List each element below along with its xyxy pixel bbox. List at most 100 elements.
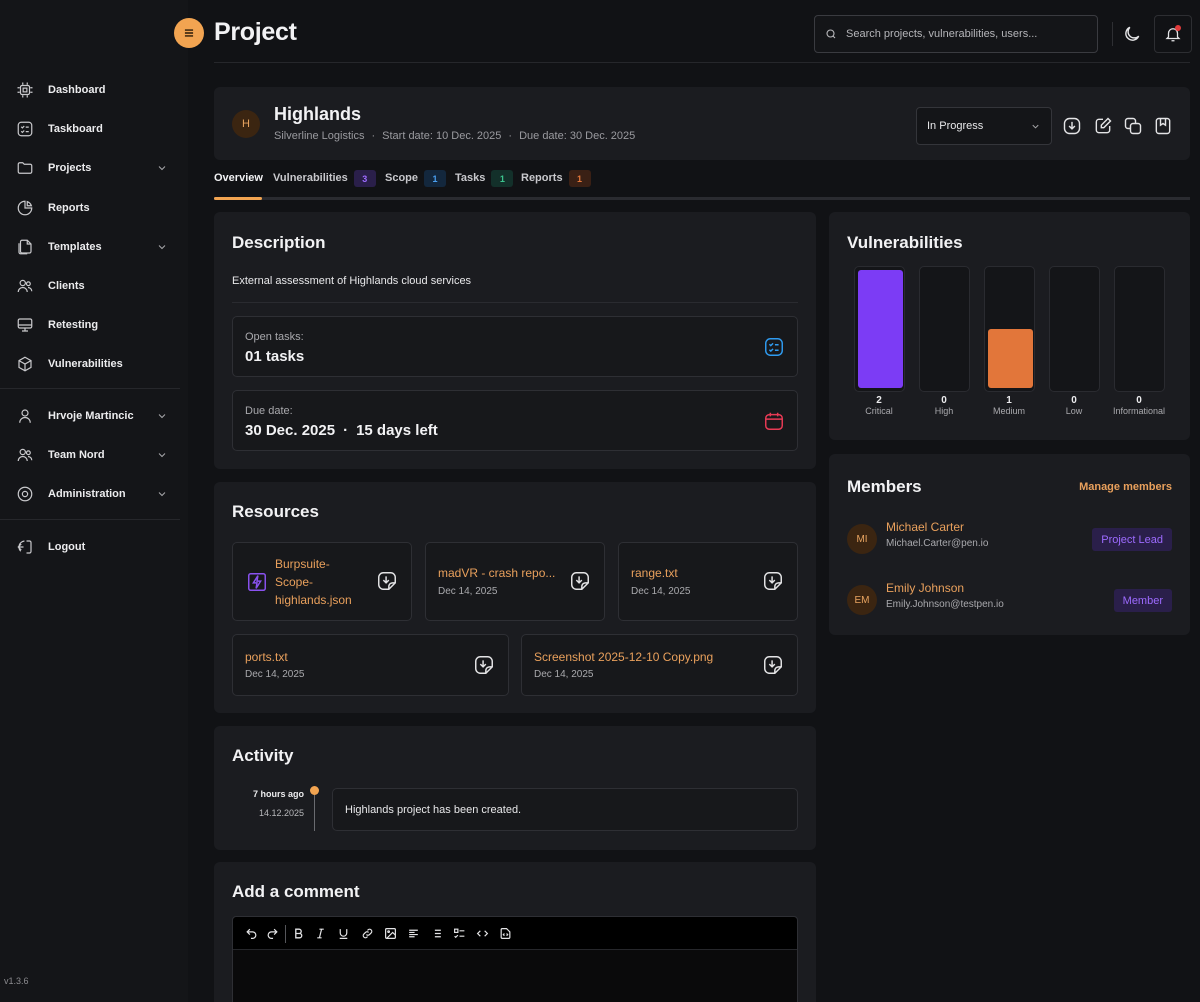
notifications-button[interactable] [1154, 15, 1192, 53]
task-list-icon [765, 338, 783, 356]
resource-file-name: Screenshot 2025-12-10 Copy.png [534, 650, 714, 664]
undo-icon[interactable] [245, 927, 258, 940]
sidebar-item-reports[interactable]: Reports [0, 190, 180, 226]
folder-icon [17, 162, 33, 174]
code-icon[interactable] [476, 927, 489, 940]
italic-icon[interactable] [314, 927, 327, 940]
vuln-bar-critical [854, 266, 905, 392]
align-left-icon[interactable] [407, 927, 420, 940]
timeline-dot [310, 786, 319, 795]
days-left: 15 days left [356, 422, 438, 439]
sidebar-item-projects[interactable]: Projects [0, 150, 180, 186]
bullet-list-icon[interactable] [430, 927, 443, 940]
tab-vulnerabilities[interactable]: Vulnerabilities 3 [273, 170, 376, 200]
members-card: Members Manage members MI Michael Carter… [829, 454, 1190, 635]
search-box[interactable] [814, 15, 1098, 53]
editor-toolbar [233, 917, 797, 950]
tab-scope[interactable]: Scope 1 [385, 170, 447, 200]
tab-overview[interactable]: Overview [214, 172, 263, 200]
redo-icon[interactable] [266, 927, 279, 940]
sidebar-item-vulnerabilities[interactable]: Vulnerabilities [0, 346, 180, 382]
sidebar-divider [0, 519, 180, 520]
resource-file-name: range.txt [631, 566, 678, 580]
description-card: Description External assessment of Highl… [214, 212, 816, 469]
vuln-count: 0 [1071, 395, 1077, 406]
tab-count-badge: 1 [424, 170, 447, 187]
sidebar-item-taskboard[interactable]: Taskboard [0, 111, 180, 147]
link-icon[interactable] [361, 927, 374, 940]
bookmark-icon[interactable] [1153, 116, 1173, 136]
tab-reports[interactable]: Reports 1 [521, 170, 591, 200]
open-tasks-value: 01 tasks [245, 348, 305, 365]
comment-editor[interactable] [232, 916, 798, 1002]
project-start-date: Start date: 10 Dec. 2025 [382, 130, 502, 142]
cube-icon [18, 356, 32, 372]
resource-file[interactable]: madVR - crash repo... Dec 14, 2025 [425, 542, 605, 621]
chevron-down-icon [158, 492, 166, 497]
tab-count-badge: 3 [353, 170, 376, 187]
tabs-underline [214, 197, 1190, 200]
resources-card: Resources Burpsuite- Scope-highlands.json… [214, 482, 816, 713]
resource-file[interactable]: Burpsuite- Scope-highlands.json [232, 542, 412, 621]
menu-toggle-button[interactable] [174, 18, 204, 48]
sidebar-item-team[interactable]: Team Nord [0, 437, 180, 473]
underline-icon[interactable] [337, 927, 350, 940]
sidebar-item-logout[interactable]: Logout [0, 529, 180, 565]
comment-title: Add a comment [232, 882, 360, 901]
sidebar-item-label: Logout [48, 541, 86, 553]
vuln-label: Informational [1112, 406, 1166, 416]
users-icon [17, 279, 33, 293]
member-name[interactable]: Emily Johnson [886, 581, 965, 595]
resource-file[interactable]: ports.txt Dec 14, 2025 [232, 634, 509, 696]
members-title: Members [847, 477, 922, 496]
version-label: v1.3.6 [4, 976, 29, 986]
user-icon [19, 409, 31, 423]
edit-icon[interactable] [1093, 116, 1113, 136]
download-icon[interactable] [1062, 116, 1082, 136]
vuln-bar-fill [858, 270, 903, 388]
search-input[interactable] [846, 28, 1086, 40]
copy-icon[interactable] [1123, 116, 1143, 136]
pie-chart-icon [17, 200, 33, 216]
tab-label: Vulnerabilities [273, 172, 348, 184]
status-select[interactable]: In Progress [916, 107, 1052, 145]
member-role-badge: Project Lead [1092, 528, 1172, 551]
vulnerabilities-card: Vulnerabilities 2 Critical 0 High 1 Medium 0 Lo… [829, 212, 1190, 440]
sidebar-item-retesting[interactable]: Retesting [0, 307, 180, 343]
tab-label: Tasks [455, 172, 486, 184]
member-row: EM Emily Johnson Emily.Johnson@testpen.i… [847, 578, 1172, 618]
calendar-icon [765, 412, 783, 430]
vuln-label: Critical [865, 406, 893, 416]
download-file-icon[interactable] [569, 570, 591, 592]
checklist-icon[interactable] [453, 927, 466, 940]
search-icon [826, 29, 836, 39]
resource-file[interactable]: range.txt Dec 14, 2025 [618, 542, 798, 621]
tab-label: Reports [521, 172, 563, 184]
vuln-count: 1 [1006, 395, 1012, 406]
image-icon[interactable] [384, 927, 397, 940]
member-role-badge: Member [1113, 589, 1172, 612]
header-divider [1112, 22, 1113, 46]
sidebar-item-administration[interactable]: Administration [0, 476, 180, 512]
vuln-label: Medium [992, 406, 1025, 416]
bold-icon[interactable] [292, 927, 305, 940]
vuln-label: Low [1065, 406, 1083, 416]
member-name[interactable]: Michael Carter [886, 520, 965, 534]
download-file-icon[interactable] [376, 570, 398, 592]
tab-tasks[interactable]: Tasks 1 [455, 170, 514, 200]
member-row: MI Michael Carter Michael.Carter@pen.io … [847, 517, 1172, 557]
download-file-icon[interactable] [762, 654, 784, 676]
moon-icon[interactable] [1122, 24, 1142, 44]
resource-file[interactable]: Screenshot 2025-12-10 Copy.png Dec 14, 2… [521, 634, 798, 696]
sidebar-item-dashboard[interactable]: Dashboard [0, 72, 180, 108]
code-block-icon[interactable] [499, 927, 512, 940]
sidebar-item-templates[interactable]: Templates [0, 229, 180, 265]
files-icon [18, 239, 32, 255]
gear-icon [17, 486, 33, 502]
vuln-bar-medium [984, 266, 1035, 392]
download-file-icon[interactable] [762, 570, 784, 592]
manage-members-link[interactable]: Manage members [1079, 481, 1172, 493]
download-file-icon[interactable] [473, 654, 495, 676]
sidebar-item-clients[interactable]: Clients [0, 268, 180, 304]
sidebar-item-user[interactable]: Hrvoje Martincic [0, 398, 180, 434]
